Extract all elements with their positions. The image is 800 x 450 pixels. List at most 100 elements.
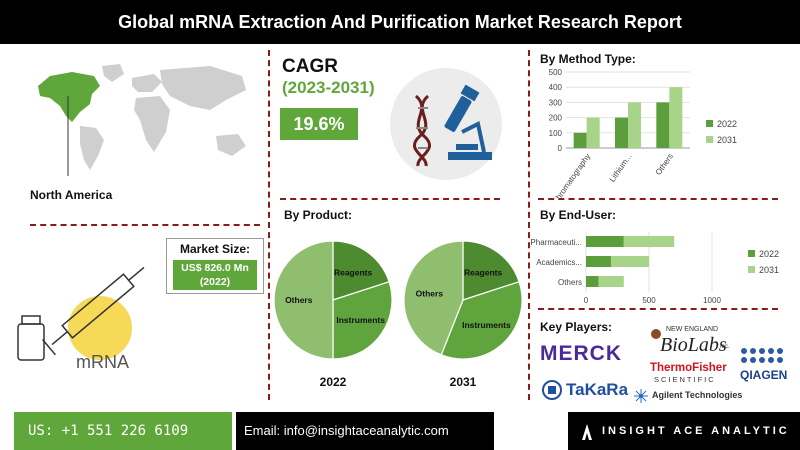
y-tick-label: Others <box>558 278 582 287</box>
legend-label: 2031 <box>717 135 737 145</box>
qiagen-logo: QIAGEN <box>738 346 790 386</box>
bar-2022 <box>573 132 587 148</box>
pie-label: Reagents <box>464 267 503 277</box>
pie-label: Others <box>416 289 444 299</box>
pie-label: Reagents <box>334 267 373 277</box>
market-size-amount: US$ 826.0 Mn <box>181 262 249 274</box>
dna-microscope-icon <box>390 68 502 180</box>
x-tick-label: 1000 <box>703 296 721 305</box>
agilent-logo: Agilent Technologies <box>634 388 754 406</box>
pie-label: Others <box>285 295 313 305</box>
legend-label: 2022 <box>717 119 737 129</box>
pie-slice-reagents <box>332 240 390 301</box>
north-america-region <box>38 72 100 122</box>
region-label: North America <box>30 188 113 202</box>
end-user-chart: 0 500 1000 Pharmaceuti... Academics... Others… <box>530 232 779 305</box>
syringe-label: mRNA <box>76 352 129 372</box>
market-size-value: US$ 826.0 Mn (2022) <box>173 260 257 290</box>
pie-slice-others <box>403 240 464 356</box>
bar-2031 <box>586 117 600 148</box>
takara-icon <box>542 380 562 400</box>
y-tick-label: 500 <box>549 68 563 77</box>
syringe-illustration: mRNA <box>17 266 145 372</box>
product-pie-charts: Reagents Instruments Others 2022 Reagents Ins… <box>273 240 523 389</box>
bar-2031 <box>598 276 624 287</box>
cagr-value: 19.6% <box>280 108 358 140</box>
y-tick-label: 300 <box>549 98 563 107</box>
product-title: By Product: <box>284 208 353 222</box>
bar-2031 <box>628 102 641 148</box>
divider <box>538 198 778 200</box>
divider <box>528 50 530 400</box>
neb-line1: NEW ENGLAND <box>666 326 719 333</box>
thermo-line2: SCIENTIFIC <box>654 375 716 384</box>
y-tick-label: 100 <box>549 129 563 138</box>
bar-2022 <box>656 102 670 148</box>
x-tick-label: Lithium... <box>608 152 634 184</box>
pie-label: Instruments <box>462 320 511 330</box>
bar-2022 <box>586 236 624 247</box>
pie-label: Instruments <box>336 315 385 325</box>
x-tick-label: Chromatography <box>551 152 593 198</box>
y-tick-label: Pharmaceuti... <box>530 238 582 247</box>
pie-year-label: 2031 <box>450 375 477 389</box>
divider <box>538 308 778 310</box>
takara-text: TaKaRa <box>566 380 629 399</box>
pie-slice-instruments <box>440 281 523 360</box>
thermo-logo: ThermoFisher SCIENTIFIC <box>650 362 732 388</box>
x-tick-label: 500 <box>642 296 656 305</box>
footer-email[interactable]: Email: info@insightaceanalytic.com <box>236 412 494 450</box>
legend-swatch <box>706 120 713 127</box>
cagr-period: (2023-2031) <box>282 78 375 97</box>
bar-2022 <box>586 256 612 267</box>
footer-phone[interactable]: US: +1 551 226 6109 <box>14 412 232 450</box>
footer-brand: INSIGHT ACE ANALYTIC <box>568 412 800 450</box>
bar-2031 <box>611 256 649 267</box>
bar-2022 <box>586 276 599 287</box>
world-map <box>38 64 246 176</box>
market-size-title: Market Size: <box>179 242 251 256</box>
divider <box>268 50 270 400</box>
brand-logo-icon <box>582 424 592 440</box>
cagr-title: CAGR <box>282 56 338 77</box>
y-tick-label: 0 <box>558 144 563 153</box>
brand-text: INSIGHT ACE ANALYTIC <box>602 425 790 437</box>
y-tick-label: Academics... <box>536 258 582 267</box>
qiagen-dots-icon <box>741 348 783 363</box>
bar-2031 <box>623 236 675 247</box>
legend-label: 2031 <box>759 265 779 275</box>
divider <box>30 224 260 226</box>
neb-line3: Inc. <box>720 344 730 350</box>
thermo-line1: ThermoFisher <box>650 362 727 374</box>
neb-lab-icon <box>651 329 661 339</box>
key-players-title: Key Players: <box>540 320 613 334</box>
x-tick-label: Others <box>654 152 675 177</box>
legend-label: 2022 <box>759 249 779 259</box>
bar-2022 <box>615 117 628 148</box>
pie-year-label: 2022 <box>320 375 347 389</box>
agilent-spark-icon <box>634 389 648 403</box>
end-user-title: By End-User: <box>540 208 617 222</box>
legend-swatch <box>706 136 713 143</box>
page-title: Global mRNA Extraction And Purification … <box>118 12 682 32</box>
x-tick-label: 0 <box>584 296 589 305</box>
legend-swatch <box>748 250 755 257</box>
bar-2031 <box>669 87 683 148</box>
method-type-chart: 0 100 200 300 400 500 Chromatography Lithium...… <box>549 68 737 198</box>
method-title: By Method Type: <box>540 52 636 66</box>
y-tick-label: 400 <box>549 83 563 92</box>
market-size-year: (2022) <box>199 276 231 288</box>
qiagen-text: QIAGEN <box>740 368 788 382</box>
y-tick-label: 200 <box>549 114 563 123</box>
footer: US: +1 551 226 6109 Email: info@insighta… <box>0 412 800 450</box>
divider <box>280 198 500 200</box>
takara-logo: TaKaRa <box>542 378 629 404</box>
market-size-card: Market Size: US$ 826.0 Mn (2022) <box>166 238 264 294</box>
neb-line2: BioLabs <box>660 334 727 356</box>
pie-slice-instruments <box>332 281 393 360</box>
pie-slice-others <box>273 240 334 360</box>
merck-logo: MERCK <box>540 342 622 365</box>
pie-slice-reagents <box>462 240 520 301</box>
legend-swatch <box>748 266 755 273</box>
neb-logo: NEW ENGLAND BioLabs Inc. <box>650 326 730 360</box>
